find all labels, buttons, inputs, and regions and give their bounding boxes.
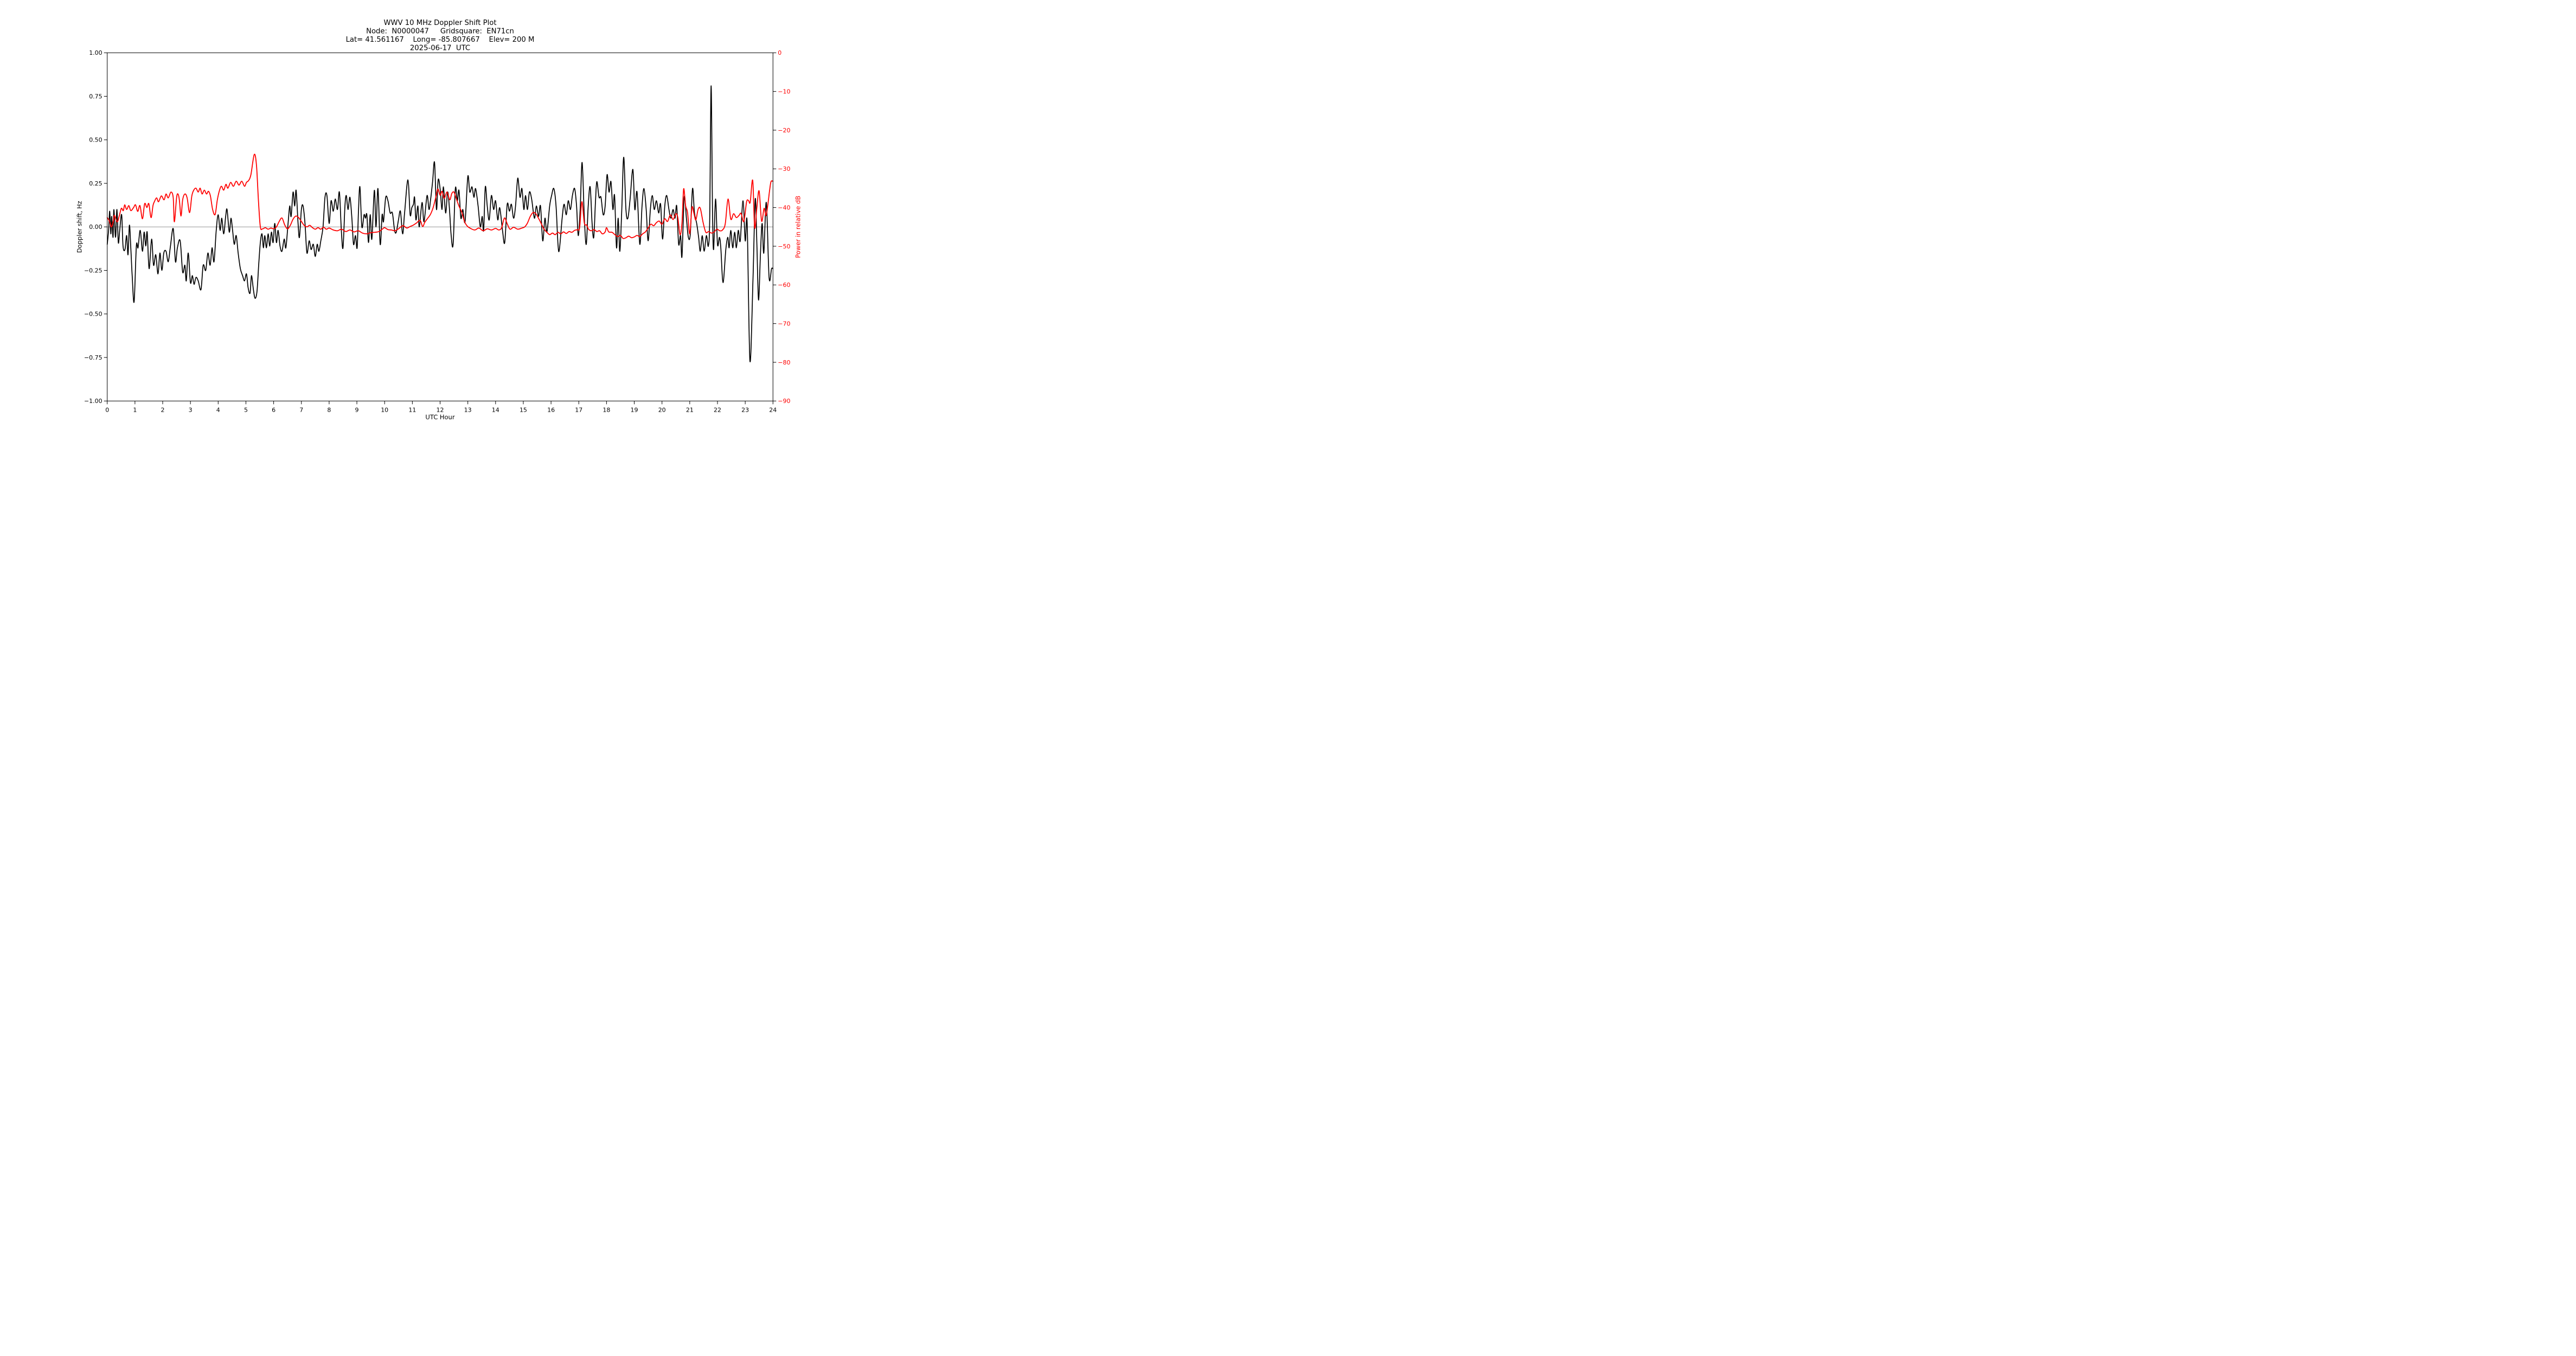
y-right-tick-label: −30: [778, 165, 790, 172]
x-tick-label: 21: [686, 406, 694, 413]
x-tick-label: 24: [769, 406, 777, 413]
y-right-tick-label: −10: [778, 88, 790, 95]
y-left-tick-label: 0.50: [89, 137, 102, 144]
x-tick-label: 14: [492, 406, 499, 413]
x-tick-label: 5: [244, 406, 248, 413]
y-left-tick-label: −0.25: [84, 267, 102, 274]
x-tick-label: 8: [327, 406, 331, 413]
power_relative_db-line: [106, 153, 774, 239]
x-tick-label: 19: [631, 406, 638, 413]
x-tick-label: 7: [299, 406, 303, 413]
chart-subtitle-date-utc: 2025-06-17 UTC: [410, 44, 470, 53]
x-tick-label: 1: [133, 406, 137, 413]
x-tick-label: 22: [714, 406, 721, 413]
x-tick-label: 20: [658, 406, 666, 413]
y-right-tick-label: −70: [778, 320, 790, 327]
y-left-tick-label: −0.75: [84, 354, 102, 361]
y-right-tick-label: −60: [778, 282, 790, 289]
x-tick-label: 12: [437, 406, 444, 413]
x-tick-label: 6: [272, 406, 275, 413]
chart-subtitle-lat-long-elev: Lat= 41.561167 Long= -85.807667 Elev= 20…: [346, 36, 535, 44]
x-tick-label: 16: [547, 406, 555, 413]
doppler_shift_hz-line: [106, 85, 774, 362]
x-tick-label: 11: [408, 406, 416, 413]
y-right-tick-label: −50: [778, 243, 790, 250]
x-tick-label: 17: [575, 406, 582, 413]
y-right-tick-label: −40: [778, 204, 790, 211]
y-left-tick-label: 1.00: [89, 49, 102, 56]
y-left-tick-label: 0.75: [89, 93, 102, 100]
x-tick-label: 13: [464, 406, 472, 413]
plot-area: 0 1 2 3 4 5 6 7 8 9 10 11 12 13 14 15 16 17 18 19 20 21 22 23 24…: [84, 49, 791, 413]
y-left-tick-label: 0.00: [89, 223, 102, 231]
y-right-tick-label: −20: [778, 127, 790, 134]
chart-title-block: WWV 10 MHz Doppler Shift Plot Node: N000…: [346, 19, 535, 53]
figure-canvas: WWV 10 MHz Doppler Shift Plot Node: N000…: [0, 0, 858, 452]
y-left-tick-label: −0.50: [84, 311, 102, 318]
x-axis-label: UTC Hour: [425, 413, 454, 421]
x-tick-label: 4: [216, 406, 220, 413]
x-tick-label: 0: [105, 406, 109, 413]
chart-subtitle-node-gridsquare: Node: N0000047 Gridsquare: EN71cn: [366, 28, 514, 36]
y-left-tick-label: −1.00: [84, 398, 102, 405]
y-axis-label-right: Power in relative dB: [794, 196, 802, 258]
y-right-tick-label: −80: [778, 359, 790, 366]
x-tick-label: 9: [355, 406, 359, 413]
x-tick-label: 23: [741, 406, 749, 413]
x-tick-label: 10: [381, 406, 388, 413]
doppler-shift-chart: WWV 10 MHz Doppler Shift Plot Node: N000…: [76, 19, 802, 421]
chart-title: WWV 10 MHz Doppler Shift Plot: [383, 19, 496, 27]
x-tick-label: 18: [603, 406, 610, 413]
x-tick-label: 15: [520, 406, 527, 413]
y-axis-label-left: Doppler shift, Hz: [76, 201, 84, 253]
x-tick-label: 3: [189, 406, 193, 413]
y-right-tick-label: 0: [778, 49, 781, 56]
x-tick-label: 2: [161, 406, 165, 413]
y-left-tick-label: 0.25: [89, 180, 102, 187]
y-right-tick-label: −90: [778, 398, 790, 405]
